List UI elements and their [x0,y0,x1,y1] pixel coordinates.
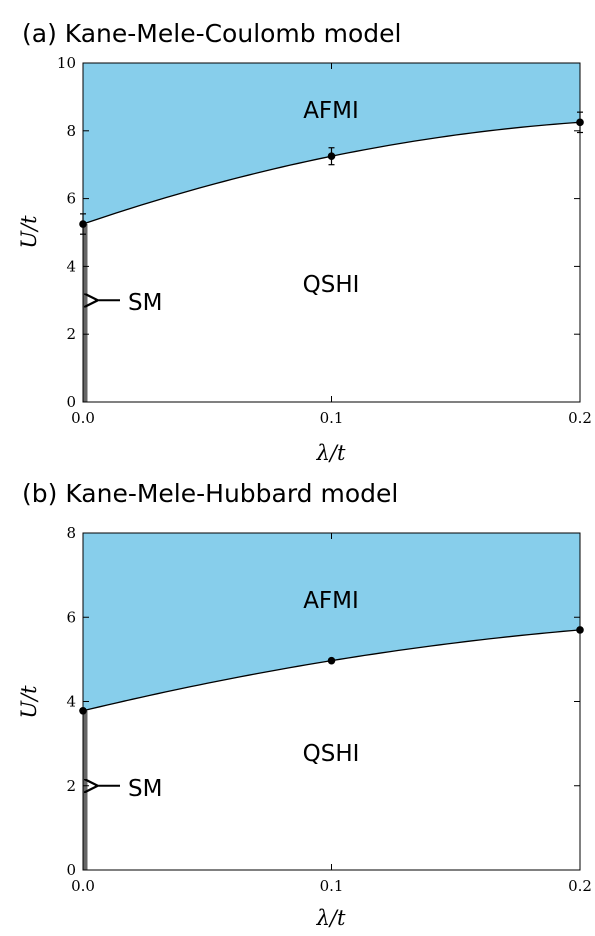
qshi-label-a: QSHI [303,272,360,298]
sm-label-a: SM [128,290,162,316]
y-tick-label: 2 [66,777,76,795]
afmi-label-b: AFMI [303,588,359,614]
x-axis-label-a: λ/t [316,441,346,465]
x-tick-label: 0.0 [71,409,95,427]
x-tick-label: 0.0 [71,877,95,895]
y-tick-label: 4 [66,693,76,711]
data-point [79,706,87,715]
x-tick-label: 0.2 [568,877,592,895]
y-axis-label-a: U/t [17,215,41,249]
panel-b-title: (b) Kane-Mele-Hubbard model [22,479,398,508]
data-point [79,220,87,228]
afmi-label-a: AFMI [303,98,359,124]
data-point [327,656,336,665]
afmi-region-fill [83,533,580,711]
y-tick-label: 8 [66,524,76,542]
y-tick-label: 0 [66,393,76,411]
panel-a-plot-area: 0 2 4 6 8 10 0.0 0.1 0.2 [57,54,592,427]
y-tick-label: 8 [66,122,76,140]
y-tick-label: 0 [66,861,76,879]
x-axis-label-b: λ/t [316,906,346,930]
y-tick-label: 2 [66,325,76,343]
data-point [576,118,584,127]
data-point [327,152,336,161]
qshi-label-b: QSHI [303,741,360,767]
y-tick-label: 6 [66,190,76,208]
y-tick-label: 10 [57,54,76,72]
x-tick-label: 0.1 [320,409,344,427]
panel-a-title: (a) Kane-Mele-Coulomb model [22,19,401,48]
y-tick-label: 4 [66,257,76,275]
y-axis-label-b: U/t [17,685,41,719]
sm-label-b: SM [128,776,162,802]
x-tick-label: 0.1 [320,877,344,895]
afmi-region-fill [83,63,580,225]
data-point [576,626,584,634]
panel-a-kane-mele-coulomb: (a) Kane-Mele-Coulomb model 0 2 4 6 8 10 0.0 0.… [17,19,592,465]
y-tick-label: 6 [66,608,76,626]
x-tick-label: 0.2 [568,409,592,427]
panel-b-plot-area: 0 2 4 6 8 0.0 0.1 0.2 [66,524,591,895]
